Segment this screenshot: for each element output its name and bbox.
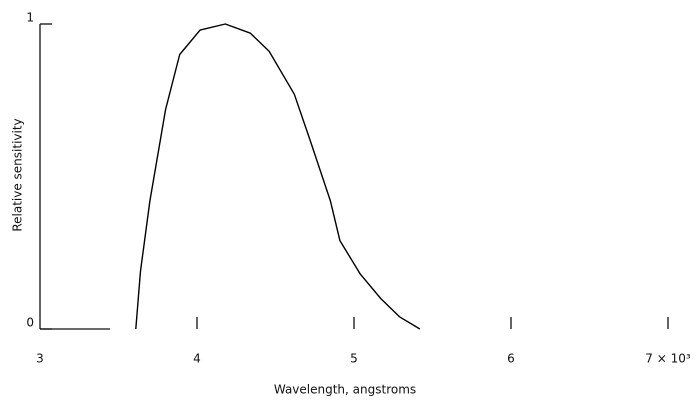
y-tick-label: 0: [26, 316, 34, 330]
x-tick-label: 5: [350, 352, 358, 366]
sensitivity-curve: [135, 23, 421, 330]
x-tick-label: 3: [36, 352, 44, 366]
x-tick-label: 7 × 10³: [645, 352, 691, 366]
y-axis-label: Relative sensitivity: [11, 118, 25, 231]
x-axis-label: Wavelength, angstroms: [274, 383, 416, 397]
x-tick-label: 6: [507, 352, 515, 366]
x-tick-label: 4: [193, 352, 201, 366]
y-tick-label: 1: [26, 11, 34, 25]
